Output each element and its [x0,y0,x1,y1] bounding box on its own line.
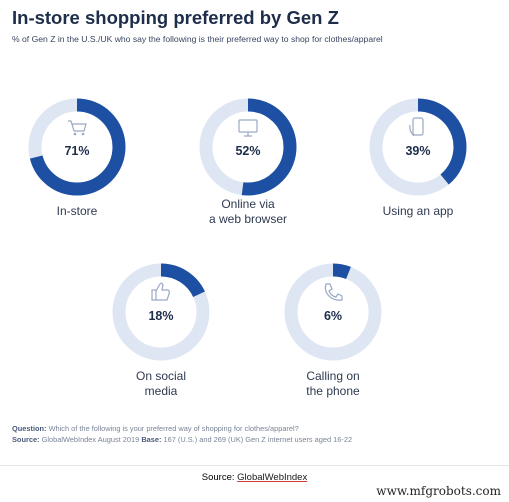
monitor-icon [238,119,258,137]
source-text: GlobalWebIndex August 2019 [41,435,140,444]
smartphone-icon [409,117,424,137]
donut-4: 6% [284,263,382,361]
category-label: In-store [56,204,98,218]
donut-arc [199,98,297,196]
category-label: Calling on the phone [306,369,360,398]
source-link[interactable]: GlobalWebIndex [237,472,308,483]
value-label: 71% [64,144,89,158]
donut-arc [112,263,210,361]
chart-title: In-store shopping preferred by Gen Z [12,7,339,28]
donut-arc [284,263,382,361]
source-label: Source: [12,435,40,444]
shopping-cart-icon [68,120,87,136]
chart-subtitle: % of Gen Z in the U.S./UK who say the fo… [12,34,383,44]
donut-3: 18% [112,263,210,361]
base-text: 167 (U.S.) and 269 (UK) Gen Z internet u… [163,435,353,444]
footnote-source: Source: GlobalWebIndex August 2019 Base:… [12,435,352,444]
donut-charts: 71% 52% 39% 18% 6% [28,98,467,361]
source-line: Source: GlobalWebIndex [0,472,509,483]
category-label: Online via a web browser [208,197,288,226]
thumbs-up-icon [151,282,170,301]
donut-1: 52% [199,98,297,196]
value-label: 6% [324,309,342,323]
donut-arc [369,98,467,196]
category-label: Using an app [382,204,454,218]
donut-0: 71% [28,98,126,196]
source-prefix: Source: [201,472,235,483]
footnote-question: Question: Which of the following is your… [12,424,299,433]
watermark: www.mfgrobots.com [376,484,501,498]
donut-2: 39% [369,98,467,196]
infographic-card: In-store shopping preferred by Gen Z % o… [0,7,509,466]
value-label: 52% [235,144,260,158]
value-label: 39% [405,144,430,158]
category-label: On social media [135,369,187,398]
question-label: Question: [12,424,47,433]
base-label: Base: [141,435,162,444]
phone-icon [324,283,343,301]
question-text: Which of the following is your preferred… [48,424,299,433]
value-label: 18% [148,309,173,323]
donut-arc [28,98,126,196]
